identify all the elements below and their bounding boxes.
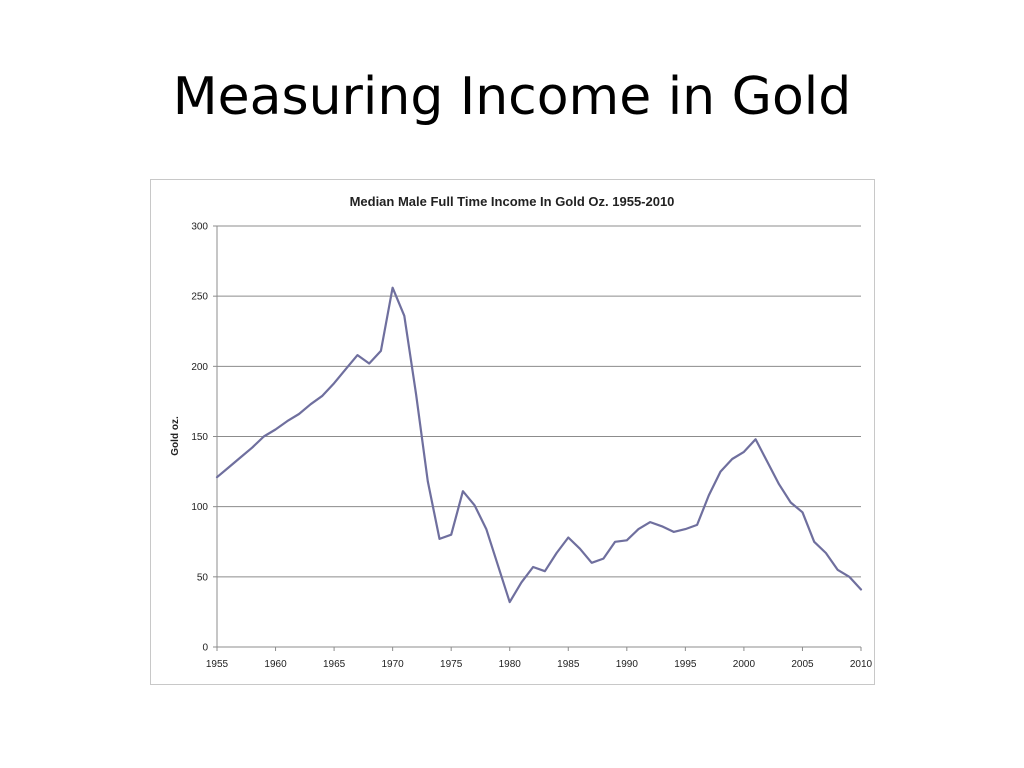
x-tick-label-1975: 1975 [440, 659, 463, 670]
x-tick-label-1985: 1985 [557, 659, 580, 670]
x-tick-label-2010: 2010 [850, 659, 873, 670]
y-tick-label-0: 0 [202, 643, 208, 654]
line-chart: Median Male Full Time Income In Gold Oz.… [170, 194, 873, 670]
y-tick-labels: 0 50 100 150 200 250 300 [191, 222, 208, 654]
x-tick-label-1980: 1980 [499, 659, 522, 670]
x-tick-label-2000: 2000 [733, 659, 756, 670]
gridlines [217, 225, 861, 578]
slide-title: Measuring Income in Gold [172, 67, 852, 127]
x-tick-label-2005: 2005 [791, 659, 814, 670]
x-tick-label-1960: 1960 [264, 659, 287, 670]
series-group [215, 286, 863, 604]
y-tick-label-50: 50 [197, 572, 209, 583]
x-tick-labels: 1955 1960 1965 1970 1975 1980 1985 1990 1995 2000… [206, 659, 873, 670]
y-tick-label-100: 100 [191, 502, 208, 513]
series-line-0 [215, 286, 863, 604]
x-tick-label-1955: 1955 [206, 659, 229, 670]
axes [213, 225, 862, 651]
x-tick-label-1965: 1965 [323, 659, 346, 670]
chart-title: Median Male Full Time Income In Gold Oz.… [350, 194, 675, 209]
x-tick-label-1995: 1995 [674, 659, 697, 670]
y-axis-label: Gold oz. [170, 416, 181, 456]
x-tick-label-1990: 1990 [616, 659, 639, 670]
y-tick-label-300: 300 [191, 222, 208, 233]
y-tick-label-200: 200 [191, 362, 208, 373]
x-tick-label-1970: 1970 [382, 659, 405, 670]
y-tick-label-250: 250 [191, 292, 208, 303]
y-tick-label-150: 150 [191, 432, 208, 443]
chart-frame: Median Male Full Time Income In Gold Oz.… [150, 179, 875, 685]
